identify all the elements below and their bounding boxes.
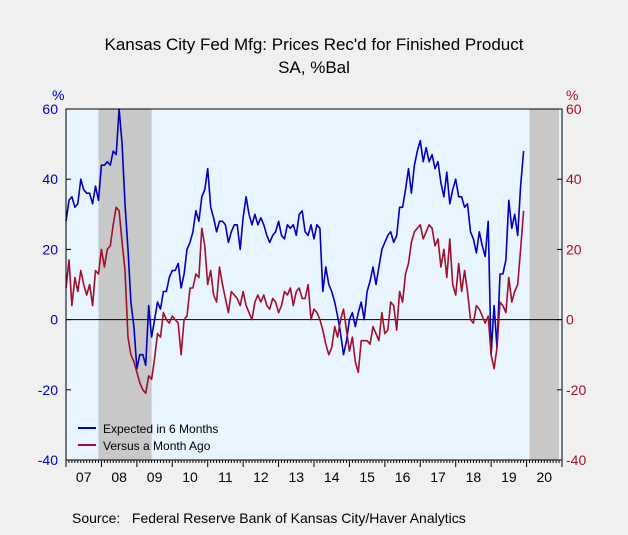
right-tick-label: -20 <box>566 382 586 398</box>
x-tick-label: 20 <box>536 469 552 485</box>
left-tick-label: -40 <box>38 452 58 468</box>
x-tick-label: 11 <box>218 469 233 485</box>
chart-title: Kansas City Fed Mfg: Prices Rec'd for Fi… <box>105 35 524 54</box>
x-tick-label: 16 <box>395 469 411 485</box>
series-line-versus <box>65 206 525 395</box>
left-tick-label: 60 <box>42 101 58 117</box>
legend-label-versus: Versus a Month Ago <box>103 439 211 453</box>
left-tick-label: 20 <box>42 241 58 257</box>
x-tick-label: 08 <box>111 469 127 485</box>
x-tick-label: 09 <box>147 469 163 485</box>
left-tick-label: 40 <box>42 171 58 187</box>
right-tick-label: 40 <box>566 171 582 187</box>
left-axis: 60 40 20 0 -20 -40 <box>38 101 71 468</box>
x-tick-label: 14 <box>324 469 340 485</box>
source-note: Source: Federal Reserve Bank of Kansas C… <box>72 510 466 526</box>
x-tick-label: 19 <box>501 469 517 485</box>
right-tick-label: -40 <box>566 452 586 468</box>
right-tick-label: 20 <box>566 241 582 257</box>
x-tick-label: 07 <box>76 469 92 485</box>
chart-subtitle: SA, %Bal <box>278 58 350 77</box>
left-tick-label: -20 <box>38 382 58 398</box>
right-tick-label: 0 <box>566 312 574 328</box>
series-lines <box>65 108 525 395</box>
x-tick-label: 17 <box>430 469 446 485</box>
x-axis: 07 08 09 10 11 12 13 14 15 16 17 18 19 20 <box>65 460 563 485</box>
x-tick-label: 18 <box>466 469 482 485</box>
recession-band-1 <box>529 109 560 460</box>
left-axis-unit: % <box>52 87 64 103</box>
x-tick-label: 10 <box>182 469 198 485</box>
left-tick-label: 0 <box>50 312 58 328</box>
right-tick-label: 60 <box>566 101 582 117</box>
x-tick-label: 12 <box>253 469 269 485</box>
right-axis-unit: % <box>566 87 578 103</box>
x-tick-label: 13 <box>288 469 304 485</box>
legend: Expected in 6 Months Versus a Month Ago <box>78 422 218 453</box>
x-tick-label: 15 <box>359 469 375 485</box>
legend-label-expected: Expected in 6 Months <box>103 422 218 436</box>
right-axis: 60 40 20 0 -20 -40 <box>557 101 586 468</box>
series-line-expected <box>65 108 525 370</box>
